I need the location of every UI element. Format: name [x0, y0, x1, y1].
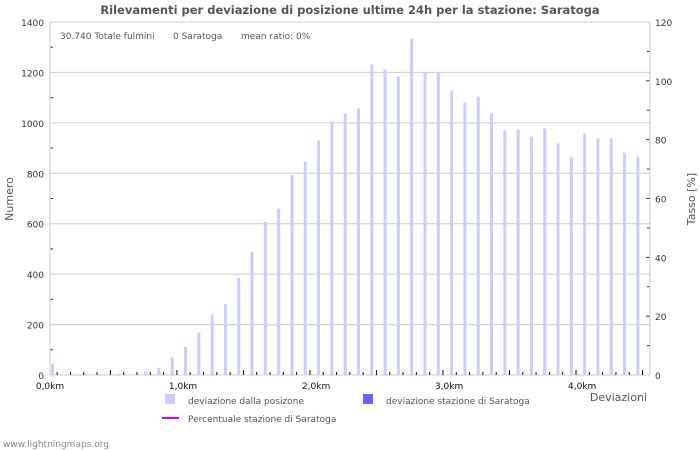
- bar-deviazione: [490, 113, 494, 376]
- y2-tick-label: 80: [655, 137, 667, 147]
- y2-tick-label: 0: [655, 372, 661, 382]
- y2-tick-label: 100: [655, 78, 672, 88]
- bar-deviazione: [237, 277, 241, 375]
- bar-deviazione: [330, 121, 334, 375]
- bar-deviazione: [516, 129, 520, 375]
- bar-deviazione: [436, 72, 440, 375]
- bar-deviazione: [210, 314, 214, 375]
- bar-deviazione: [423, 72, 427, 375]
- legend-label-saratoga: deviazione stazione di Saratoga: [386, 397, 530, 407]
- annotation-total: 30.740 Totale fulmini: [60, 32, 155, 42]
- legend-swatch-saratoga: [363, 394, 373, 404]
- y-tick-label: 1400: [21, 19, 44, 29]
- y-tick-label: 0: [38, 372, 44, 382]
- bar-deviazione: [623, 152, 627, 375]
- bar-deviazione: [184, 346, 188, 375]
- legend-swatch-deviazione: [165, 394, 175, 404]
- chart-title: Rilevamenti per deviazione di posizione …: [100, 3, 599, 17]
- legend-label-percentuale: Percentuale stazione di Saratoga: [188, 415, 336, 425]
- y2-tick-label: 20: [655, 313, 667, 323]
- bar-deviazione: [569, 156, 573, 375]
- legend: deviazione dalla posizone deviazione sta…: [162, 394, 530, 425]
- footer-link[interactable]: www.lightningmaps.org: [3, 440, 109, 450]
- bar-deviazione: [476, 96, 480, 376]
- bar-deviazione: [463, 102, 467, 375]
- bar-deviazione: [157, 367, 161, 375]
- bar-deviazione: [250, 251, 254, 375]
- bar-deviazione: [263, 221, 267, 375]
- bar-deviazione: [51, 363, 54, 375]
- bar-deviazione: [396, 76, 400, 375]
- y2-axis-label: Tasso [%]: [685, 173, 698, 226]
- y-tick-label: 200: [27, 322, 44, 332]
- bar-deviazione: [197, 332, 201, 375]
- bar-deviazione: [503, 130, 507, 375]
- bar-deviazione: [290, 174, 294, 375]
- bar-deviazione: [117, 373, 121, 375]
- bar-deviazione: [317, 140, 321, 375]
- y2-tick-label: 120: [655, 19, 672, 29]
- bar-deviazione: [303, 161, 307, 375]
- bar-deviazione: [223, 303, 227, 375]
- y2-tick-label: 40: [655, 254, 667, 264]
- y-tick-label: 600: [27, 221, 44, 231]
- bar-deviazione: [170, 357, 174, 375]
- x-tick-label: 2,0km: [302, 382, 330, 392]
- bar-deviazione: [144, 371, 148, 375]
- y-tick-label: 800: [27, 170, 44, 180]
- bar-deviazione: [450, 90, 454, 375]
- y2-tick-label: 60: [655, 196, 667, 206]
- bar-deviazione: [277, 208, 281, 375]
- y-tick-label: 1200: [21, 69, 44, 79]
- annotation-ratio: mean ratio: 0%: [241, 32, 311, 42]
- y-axis-label: Numero: [3, 177, 16, 221]
- y-tick-label: 1000: [21, 120, 44, 130]
- x-tick-label: 3,0km: [435, 382, 463, 392]
- bar-deviazione: [556, 143, 560, 375]
- bar-deviazione: [529, 136, 533, 375]
- y-tick-label: 400: [27, 271, 44, 281]
- bar-deviazione: [343, 113, 347, 376]
- x-tick-label: 0,0km: [36, 382, 64, 392]
- bar-deviazione: [410, 38, 414, 376]
- bar-deviazione: [636, 156, 640, 375]
- bar-deviazione: [596, 138, 600, 375]
- x-tick-label: 1,0km: [169, 382, 197, 392]
- bar-deviazione: [370, 64, 374, 376]
- bar-deviazione: [609, 138, 613, 375]
- legend-label-deviazione: deviazione dalla posizone: [188, 397, 304, 407]
- annotation-station: 0 Saratoga: [173, 32, 222, 42]
- x-axis-label: Deviazioni: [590, 391, 647, 404]
- bar-deviazione: [356, 108, 360, 376]
- bar-deviazione: [383, 69, 387, 375]
- bar-deviazione: [543, 128, 547, 375]
- bar-deviazione: [583, 133, 587, 375]
- x-tick-label: 4,0km: [568, 382, 596, 392]
